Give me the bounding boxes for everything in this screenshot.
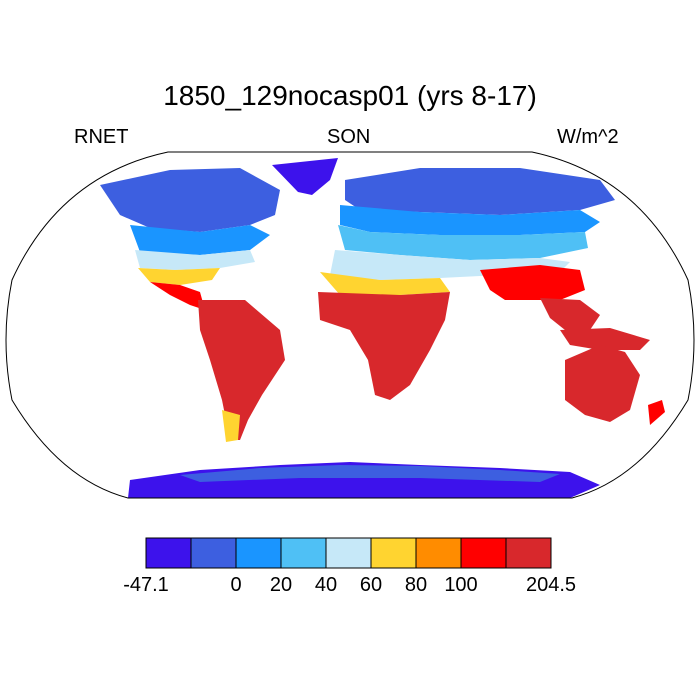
variable-label: RNET <box>74 126 129 148</box>
new-zealand-region <box>648 400 665 425</box>
colorbar-tick-label: 0 <box>230 574 242 596</box>
south-america-tip <box>222 410 240 442</box>
north-america-south <box>138 268 220 285</box>
mexico-central <box>150 282 205 310</box>
units-label: W/m^2 <box>557 126 619 148</box>
colorbar-tick-label: 40 <box>314 574 338 596</box>
colorbar-tick-label: 20 <box>269 574 293 596</box>
land-areas <box>100 158 665 498</box>
colorbar-swatch <box>235 537 282 569</box>
colorbar-swatch <box>505 537 552 569</box>
colorbar-swatch <box>145 537 192 569</box>
eurasia-north <box>345 168 615 215</box>
southeast-asia-region <box>540 298 600 330</box>
colorbar-tick-label: 80 <box>404 574 428 596</box>
colorbar-tick-label: 100 <box>444 574 478 596</box>
map-title: 1850_129nocasp01 (yrs 8-17) <box>163 80 537 111</box>
indonesia-region <box>560 328 650 350</box>
colorbar-swatch <box>280 537 327 569</box>
colorbar-swatch <box>415 537 462 569</box>
colorbar-tick-label: -47.1 <box>123 574 169 596</box>
season-label: SON <box>327 126 371 148</box>
south-asia-region <box>480 265 585 300</box>
australia-region <box>565 345 640 422</box>
south-america-region <box>198 300 285 440</box>
colorbar-swatch <box>190 537 237 569</box>
colorbar <box>145 537 552 569</box>
north-america-north <box>100 168 280 232</box>
north-america-mid <box>130 225 270 255</box>
north-america-usa <box>135 250 255 270</box>
greenland-region <box>272 158 338 195</box>
sahara-region <box>320 272 450 295</box>
eurasia-south <box>338 225 588 260</box>
colorbar-swatch <box>325 537 372 569</box>
colorbar-swatch <box>460 537 507 569</box>
antarctica-edge <box>180 465 560 482</box>
colorbar-swatch <box>370 537 417 569</box>
colorbar-tick-label: 204.5 <box>525 574 577 596</box>
colorbar-tick-label: 60 <box>359 574 383 596</box>
eurasia-mid <box>340 205 600 235</box>
africa-region <box>318 292 450 400</box>
globe-outline <box>5 151 695 499</box>
